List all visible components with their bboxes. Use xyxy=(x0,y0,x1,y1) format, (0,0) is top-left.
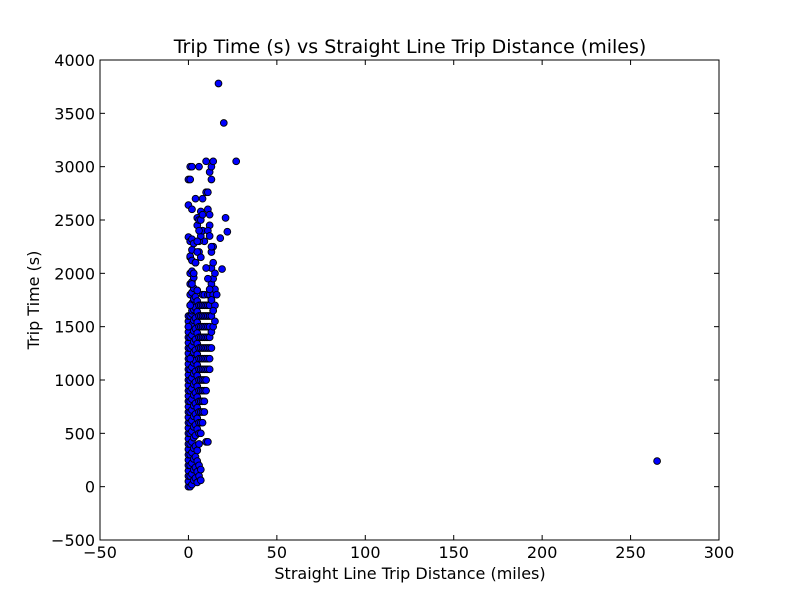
data-point xyxy=(196,429,205,438)
data-point xyxy=(191,194,200,203)
y-tick-label: 4000 xyxy=(54,51,95,70)
data-point xyxy=(209,258,218,267)
x-axis-ticks: −50 0 50 100 150 200 250 300 xyxy=(83,60,734,562)
data-point xyxy=(195,440,203,448)
data-point xyxy=(191,258,200,267)
data-point xyxy=(198,194,207,203)
y-tick-label: 2000 xyxy=(54,264,95,283)
data-point xyxy=(207,296,216,304)
y-tick-label: 0 xyxy=(85,478,95,497)
data-point xyxy=(195,162,203,171)
data-point xyxy=(218,265,226,273)
data-point xyxy=(209,306,218,315)
data-point xyxy=(202,376,210,384)
x-tick-label: 200 xyxy=(527,543,558,562)
data-point xyxy=(202,264,210,272)
x-tick-label: 250 xyxy=(615,543,646,562)
y-tick-label: 1000 xyxy=(54,371,95,390)
data-point xyxy=(221,214,230,222)
data-point xyxy=(219,119,228,127)
data-point xyxy=(205,232,214,240)
data-point xyxy=(198,418,207,427)
plot-frame xyxy=(99,59,720,541)
y-tick-label: −500 xyxy=(51,531,95,550)
y-tick-label: 500 xyxy=(64,424,95,443)
data-point xyxy=(196,476,205,485)
data-point xyxy=(196,465,205,474)
data-point xyxy=(193,237,202,246)
chart-title: Trip Time (s) vs Straight Line Trip Dist… xyxy=(173,36,647,58)
y-tick-label: 3500 xyxy=(54,104,95,123)
y-tick-label: 1500 xyxy=(54,318,95,337)
data-point xyxy=(204,438,212,446)
data-point xyxy=(207,242,216,251)
data-point xyxy=(193,248,202,256)
data-point xyxy=(198,210,207,219)
y-tick-label: 2500 xyxy=(54,211,95,230)
x-tick-label: 100 xyxy=(350,543,381,562)
data-point xyxy=(212,290,221,299)
data-point xyxy=(189,269,198,278)
data-point xyxy=(193,446,202,455)
x-tick-label: 0 xyxy=(183,543,193,562)
data-point xyxy=(184,322,193,331)
data-point xyxy=(216,234,225,242)
data-point xyxy=(196,253,205,262)
x-tick-label: 150 xyxy=(438,543,469,562)
data-point xyxy=(200,397,209,406)
data-point xyxy=(204,274,212,283)
x-tick-label: 300 xyxy=(704,543,735,562)
data-point xyxy=(207,344,216,352)
x-axis-label: Straight Line Trip Distance (miles) xyxy=(274,564,545,583)
data-point xyxy=(186,354,195,363)
data-point xyxy=(214,79,223,88)
x-tick-label: 50 xyxy=(267,543,287,562)
data-points xyxy=(184,79,661,491)
y-axis-ticks: −500 0 500 1000 1500 2000 2500 3000 3500 4000 xyxy=(51,51,719,550)
data-point xyxy=(209,157,218,166)
data-point xyxy=(188,162,196,171)
data-point xyxy=(211,317,219,326)
data-point xyxy=(653,457,661,465)
data-point xyxy=(223,227,232,236)
data-point xyxy=(207,175,216,184)
y-tick-label: 3000 xyxy=(54,158,95,177)
data-point xyxy=(205,365,214,374)
data-point xyxy=(193,286,202,295)
x-tick-label: −50 xyxy=(83,543,117,562)
data-point xyxy=(232,157,241,166)
data-point xyxy=(205,210,214,219)
data-point xyxy=(186,175,195,184)
data-point xyxy=(200,408,209,416)
y-axis-label: Trip Time (s) xyxy=(24,251,43,351)
data-point xyxy=(211,269,219,278)
data-point xyxy=(195,226,203,235)
data-point xyxy=(202,386,210,395)
data-point xyxy=(188,205,196,214)
data-point xyxy=(205,354,214,363)
data-point xyxy=(205,285,214,294)
data-point xyxy=(188,280,196,288)
data-point xyxy=(186,301,195,310)
data-point xyxy=(204,188,212,197)
data-point xyxy=(202,157,210,166)
